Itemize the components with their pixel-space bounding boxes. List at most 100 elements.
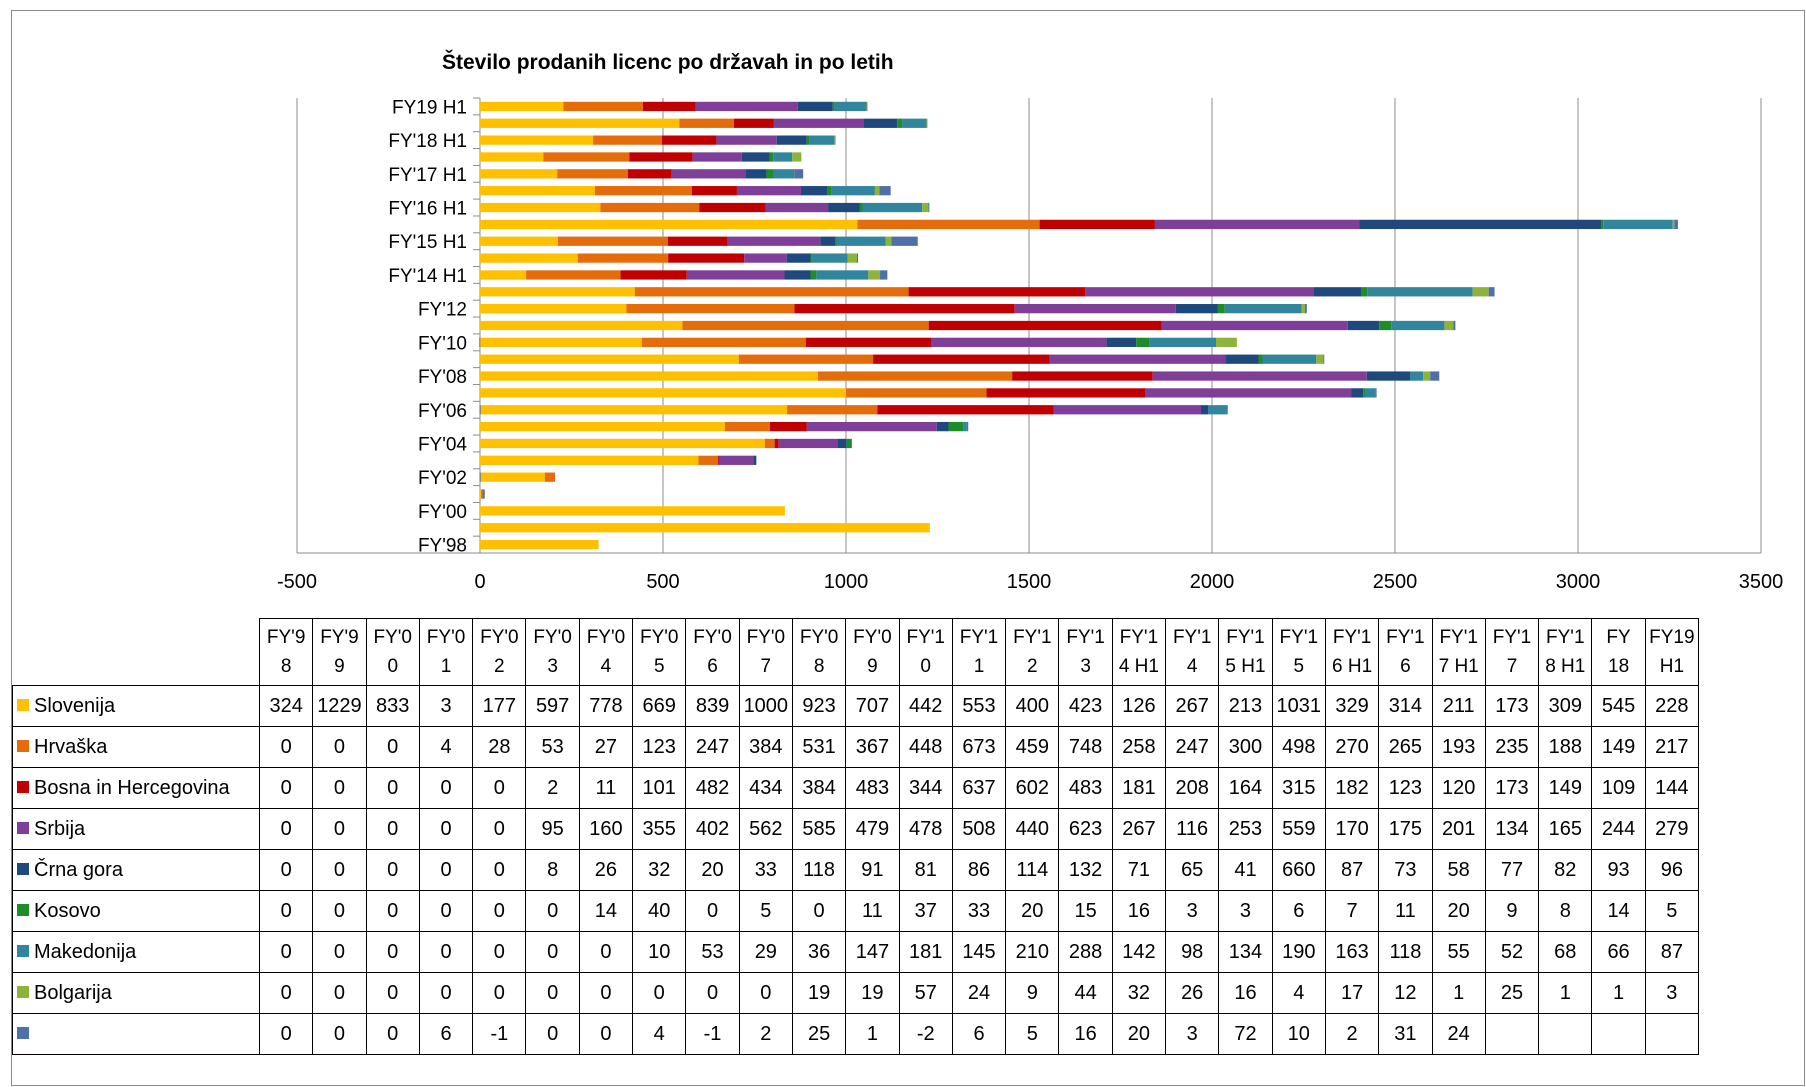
table-cell: 0: [258, 849, 314, 891]
table-cell: 423: [1058, 685, 1113, 727]
bar-segment: [1410, 371, 1424, 381]
table-cell: 367: [845, 726, 900, 768]
table-cell: 448: [898, 726, 953, 768]
bar-segment: [1225, 354, 1259, 364]
table-cell: 483: [1058, 767, 1113, 809]
table-cell: 0: [258, 1013, 314, 1055]
bar-segment: [847, 253, 857, 263]
bar-segment: [1224, 304, 1302, 314]
table-cell: 0: [312, 972, 367, 1014]
table-cell: 11: [845, 890, 900, 932]
table-cell: 53: [525, 726, 580, 768]
bar-segment: [1488, 287, 1495, 297]
table-header-cell: FY'0 2: [472, 618, 527, 686]
table-cell: 270: [1324, 726, 1380, 768]
table-header-cell: FY'1 4 H1: [1111, 618, 1167, 686]
legend-swatch: [17, 740, 29, 752]
bar-segment: [794, 304, 1015, 314]
table-cell: 87: [1644, 931, 1700, 973]
table-cell: 1229: [312, 685, 367, 727]
table-header-cell: FY'0 3: [525, 618, 580, 686]
table-cell: 279: [1644, 808, 1700, 850]
table-cell: 120: [1431, 767, 1486, 809]
table-cell: 29: [738, 931, 793, 973]
table-row: Makedonija 0 0 0 0 0 0 0 10 53 29 36 147 181 145 210 288…: [12, 931, 1700, 973]
table-cell: 11: [1378, 890, 1433, 932]
table-header-cell: FY'1 4: [1165, 618, 1220, 686]
bar-segment: [1145, 388, 1352, 398]
legend-swatch: [17, 904, 29, 916]
table-cell: 839: [685, 685, 740, 727]
table-cell: 637: [951, 767, 1007, 809]
table-cell: 58: [1431, 849, 1486, 891]
bar-segment: [809, 135, 835, 145]
legend-entry: Srbija: [12, 808, 260, 850]
table-cell: 57: [898, 972, 953, 1014]
bar-segment: [1391, 320, 1445, 331]
bar-segment: [734, 118, 774, 128]
table-cell: 173: [1484, 767, 1540, 809]
bar-segment: [794, 169, 804, 179]
table-cell: 440: [1005, 808, 1060, 850]
table-cell: 181: [1111, 767, 1167, 809]
bar-segment: [745, 169, 767, 179]
table-row: Bolgarija 0 0 0 0 0 0 0 0 0 0 19 19 57 24 9 44 32 26 16 4 17 1…: [12, 972, 1700, 1014]
bar-segment: [787, 405, 878, 415]
table-cell: 673: [951, 726, 1007, 768]
bar-segment: [480, 253, 578, 263]
legend-swatch: [17, 781, 29, 793]
table-cell: 193: [1431, 726, 1486, 768]
table-cell: 10: [632, 931, 687, 973]
table-cell: 4: [632, 1013, 687, 1055]
bar-segment: [800, 186, 828, 196]
table-cell: 36: [791, 931, 847, 973]
x-tick-label: 1500: [1007, 571, 1052, 593]
bar-segment: [480, 202, 601, 213]
legend-swatch: [17, 945, 29, 957]
table-cell: 160: [578, 808, 634, 850]
data-table: FY'9 8 FY'9 9 FY'0 0 FY'0 1 FY'0 2 FY'0 3 FY'0 4 FY'0 5…: [12, 618, 1700, 1055]
table-cell: 210: [1005, 931, 1060, 973]
table-cell: 778: [578, 685, 634, 727]
x-tick-label: -500: [277, 571, 317, 593]
table-row: Črna gora 0 0 0 0 0 8 26 32 20 33 118 91 81 86 114 132 71…: [12, 849, 1700, 891]
table-cell: [1644, 1013, 1700, 1055]
table-cell: 24: [1431, 1013, 1486, 1055]
y-tick-label: FY'17 H1: [388, 165, 467, 186]
table-cell: 175: [1378, 808, 1433, 850]
bar-segment: [816, 270, 869, 280]
table-cell: 267: [1165, 685, 1220, 727]
bar-segment: [717, 455, 719, 465]
table-cell: 177: [472, 685, 527, 727]
table-cell: 0: [258, 972, 314, 1014]
bar-segment: [926, 118, 928, 128]
table-cell: 253: [1218, 808, 1273, 850]
legend-label: Slovenija: [34, 695, 116, 717]
bar-segment: [1149, 337, 1217, 347]
legend-entry: Makedonija: [12, 931, 260, 973]
table-cell: 32: [632, 849, 687, 891]
bar-segment: [1208, 405, 1228, 415]
table-cell: 173: [1484, 685, 1540, 727]
table-header-cell: FY19 H1: [1644, 618, 1700, 686]
bar-segment: [868, 270, 881, 280]
bar-segment: [1014, 304, 1176, 314]
table-cell: 6: [1271, 890, 1326, 932]
table-cell: 3: [418, 685, 474, 727]
bar-segment: [805, 337, 932, 347]
bar-segment: [862, 202, 923, 213]
table-cell: 0: [312, 849, 367, 891]
legend-label: Bolgarija: [34, 982, 112, 1004]
table-cell: 165: [1538, 808, 1593, 850]
table-cell: 182: [1324, 767, 1380, 809]
table-cell: 20: [1005, 890, 1060, 932]
table-cell: 37: [898, 890, 953, 932]
table-cell: 118: [791, 849, 847, 891]
legend-label: Črna gora: [34, 859, 123, 881]
bar-segment: [480, 152, 544, 162]
bar-segment: [744, 253, 787, 263]
bar-segment: [1152, 371, 1367, 381]
y-tick-label: FY'14 H1: [388, 266, 467, 287]
table-cell: 118: [1378, 931, 1433, 973]
bar-segment: [811, 253, 848, 263]
